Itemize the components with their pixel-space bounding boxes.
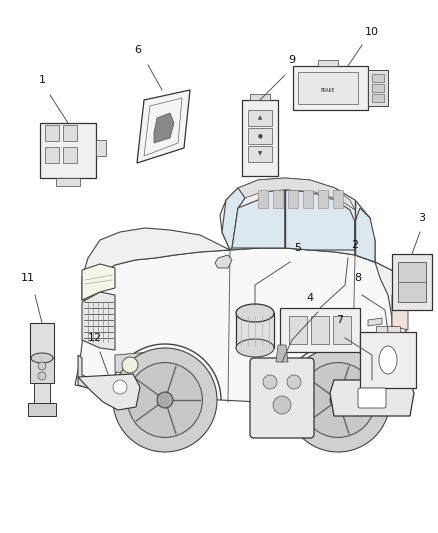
Polygon shape <box>258 190 268 208</box>
Polygon shape <box>115 350 175 374</box>
Text: 8: 8 <box>354 273 361 283</box>
Text: 7: 7 <box>336 315 343 325</box>
Circle shape <box>127 362 202 438</box>
Polygon shape <box>137 90 190 163</box>
Text: ●: ● <box>258 133 262 139</box>
Polygon shape <box>280 308 360 352</box>
Polygon shape <box>276 345 288 362</box>
Polygon shape <box>311 316 329 344</box>
Polygon shape <box>398 262 426 302</box>
Polygon shape <box>330 380 414 416</box>
Polygon shape <box>28 403 56 416</box>
Ellipse shape <box>236 339 274 357</box>
Polygon shape <box>360 332 416 388</box>
Polygon shape <box>298 72 358 104</box>
Polygon shape <box>45 125 59 141</box>
Text: ▲: ▲ <box>258 116 262 120</box>
Polygon shape <box>333 316 351 344</box>
Polygon shape <box>355 208 375 262</box>
Polygon shape <box>372 84 384 92</box>
Circle shape <box>330 392 346 408</box>
Text: 12: 12 <box>88 333 102 343</box>
Polygon shape <box>333 190 343 208</box>
Polygon shape <box>372 74 384 82</box>
Polygon shape <box>242 100 278 176</box>
Polygon shape <box>368 70 388 106</box>
Text: ▼: ▼ <box>258 151 262 157</box>
Polygon shape <box>372 94 384 102</box>
Polygon shape <box>368 318 382 326</box>
Polygon shape <box>30 358 54 383</box>
Polygon shape <box>96 140 106 156</box>
Ellipse shape <box>31 353 53 363</box>
Polygon shape <box>392 254 432 310</box>
Text: 1: 1 <box>39 75 46 85</box>
Circle shape <box>157 392 173 408</box>
Circle shape <box>263 375 277 389</box>
Polygon shape <box>288 190 298 208</box>
Ellipse shape <box>379 346 397 374</box>
Polygon shape <box>82 292 115 350</box>
Polygon shape <box>285 190 355 250</box>
Polygon shape <box>303 190 313 208</box>
Polygon shape <box>220 178 375 262</box>
Polygon shape <box>63 147 77 163</box>
Polygon shape <box>154 113 174 143</box>
Polygon shape <box>63 125 77 141</box>
Polygon shape <box>30 323 54 358</box>
Text: 5: 5 <box>294 243 301 253</box>
Circle shape <box>122 357 138 373</box>
Polygon shape <box>392 295 408 330</box>
Circle shape <box>273 396 291 414</box>
Circle shape <box>38 372 46 380</box>
Polygon shape <box>289 316 307 344</box>
Text: 11: 11 <box>21 273 35 283</box>
FancyBboxPatch shape <box>358 388 386 408</box>
Text: 6: 6 <box>134 45 141 55</box>
Text: 4: 4 <box>307 293 314 303</box>
Polygon shape <box>215 255 232 268</box>
Polygon shape <box>355 222 375 262</box>
Circle shape <box>38 362 46 370</box>
Polygon shape <box>248 110 272 126</box>
Polygon shape <box>236 313 274 348</box>
Circle shape <box>300 362 375 438</box>
Polygon shape <box>232 190 285 248</box>
Polygon shape <box>376 326 400 332</box>
Polygon shape <box>273 190 283 208</box>
Polygon shape <box>34 383 50 403</box>
Circle shape <box>113 380 127 394</box>
Polygon shape <box>238 178 355 210</box>
Polygon shape <box>293 66 368 110</box>
Polygon shape <box>250 94 270 100</box>
Text: 10: 10 <box>365 27 379 37</box>
Text: BRAKE: BRAKE <box>321 87 335 93</box>
Polygon shape <box>45 147 59 163</box>
FancyBboxPatch shape <box>250 358 314 438</box>
Polygon shape <box>318 60 338 66</box>
Circle shape <box>287 375 301 389</box>
Text: 2: 2 <box>351 240 359 250</box>
Polygon shape <box>375 262 408 390</box>
Text: 9: 9 <box>289 55 296 65</box>
Text: 3: 3 <box>418 213 425 223</box>
Polygon shape <box>318 190 328 208</box>
Polygon shape <box>222 188 245 250</box>
Polygon shape <box>40 123 96 178</box>
Circle shape <box>286 348 390 452</box>
Polygon shape <box>75 248 408 402</box>
Polygon shape <box>56 178 80 186</box>
Ellipse shape <box>236 304 274 322</box>
Polygon shape <box>248 128 272 144</box>
Polygon shape <box>82 228 230 300</box>
Polygon shape <box>78 374 140 410</box>
Polygon shape <box>82 264 115 300</box>
Polygon shape <box>248 146 272 162</box>
Polygon shape <box>78 355 140 395</box>
Polygon shape <box>242 316 258 324</box>
Circle shape <box>113 348 217 452</box>
